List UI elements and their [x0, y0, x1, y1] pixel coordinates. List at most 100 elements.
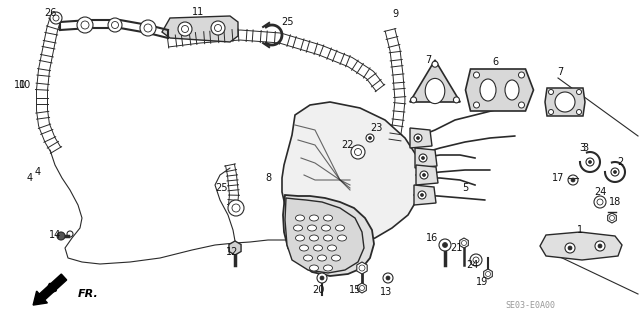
- Text: 4: 4: [35, 167, 41, 177]
- Circle shape: [366, 134, 374, 142]
- Circle shape: [548, 90, 554, 94]
- Polygon shape: [465, 69, 534, 111]
- Text: 20: 20: [312, 285, 324, 295]
- Circle shape: [577, 109, 582, 115]
- Polygon shape: [285, 198, 364, 273]
- Circle shape: [418, 191, 426, 199]
- Text: 5: 5: [462, 183, 468, 193]
- Ellipse shape: [314, 245, 323, 251]
- Circle shape: [317, 273, 327, 283]
- Circle shape: [518, 102, 525, 108]
- Polygon shape: [283, 195, 374, 276]
- Circle shape: [422, 174, 426, 176]
- Text: 23: 23: [370, 123, 382, 133]
- Text: 18: 18: [609, 197, 621, 207]
- Ellipse shape: [310, 265, 319, 271]
- Text: 3: 3: [582, 143, 588, 153]
- Circle shape: [57, 232, 65, 240]
- Ellipse shape: [337, 235, 346, 241]
- Text: 7: 7: [425, 55, 431, 65]
- Polygon shape: [540, 232, 622, 260]
- Ellipse shape: [303, 255, 312, 261]
- Circle shape: [108, 18, 122, 32]
- Polygon shape: [410, 60, 460, 102]
- Circle shape: [611, 168, 619, 176]
- Ellipse shape: [296, 215, 305, 221]
- Text: 9: 9: [392, 9, 398, 19]
- Circle shape: [140, 20, 156, 36]
- Text: 25: 25: [216, 183, 228, 193]
- Ellipse shape: [307, 225, 317, 231]
- Ellipse shape: [317, 255, 326, 261]
- Circle shape: [419, 154, 427, 162]
- Text: SE03-E0A00: SE03-E0A00: [505, 301, 555, 310]
- FancyArrow shape: [33, 274, 67, 305]
- Circle shape: [320, 276, 324, 280]
- Circle shape: [589, 160, 591, 164]
- Circle shape: [417, 137, 419, 139]
- Polygon shape: [460, 238, 468, 248]
- Text: 14: 14: [49, 230, 61, 240]
- Circle shape: [568, 175, 578, 185]
- Text: 13: 13: [380, 287, 392, 297]
- Ellipse shape: [323, 235, 333, 241]
- Ellipse shape: [425, 78, 445, 104]
- Circle shape: [178, 22, 192, 36]
- Circle shape: [586, 158, 594, 166]
- Text: 6: 6: [492, 57, 498, 67]
- Circle shape: [386, 276, 390, 280]
- Circle shape: [594, 196, 606, 208]
- Ellipse shape: [480, 79, 496, 101]
- Ellipse shape: [296, 235, 305, 241]
- Circle shape: [439, 239, 451, 251]
- Ellipse shape: [294, 225, 303, 231]
- Text: 16: 16: [426, 233, 438, 243]
- Polygon shape: [484, 269, 492, 279]
- Circle shape: [228, 200, 244, 216]
- Polygon shape: [607, 213, 616, 223]
- Circle shape: [474, 102, 479, 108]
- Text: 24: 24: [594, 187, 606, 197]
- Polygon shape: [282, 102, 422, 248]
- Text: FR.: FR.: [78, 289, 99, 299]
- Polygon shape: [162, 16, 238, 42]
- Text: 26: 26: [44, 8, 56, 18]
- Text: 24: 24: [466, 260, 478, 270]
- Circle shape: [414, 134, 422, 142]
- Polygon shape: [358, 283, 366, 293]
- Text: 12: 12: [226, 247, 238, 257]
- Polygon shape: [229, 241, 241, 255]
- Text: 3: 3: [579, 143, 585, 153]
- Ellipse shape: [323, 215, 333, 221]
- Circle shape: [598, 244, 602, 248]
- Circle shape: [518, 72, 525, 78]
- Ellipse shape: [300, 245, 308, 251]
- Circle shape: [614, 170, 616, 174]
- Text: 2: 2: [617, 157, 623, 167]
- Ellipse shape: [323, 265, 333, 271]
- Polygon shape: [414, 185, 436, 205]
- Circle shape: [420, 194, 424, 197]
- Ellipse shape: [332, 255, 340, 261]
- Text: 21: 21: [450, 243, 462, 253]
- Ellipse shape: [310, 215, 319, 221]
- Text: 10: 10: [14, 80, 26, 90]
- Circle shape: [369, 137, 371, 139]
- Text: 7: 7: [557, 67, 563, 77]
- Circle shape: [565, 243, 575, 253]
- Circle shape: [577, 90, 582, 94]
- Circle shape: [422, 157, 424, 160]
- Circle shape: [442, 242, 447, 248]
- Circle shape: [470, 254, 482, 266]
- Circle shape: [351, 145, 365, 159]
- Circle shape: [548, 109, 554, 115]
- Ellipse shape: [328, 245, 337, 251]
- Polygon shape: [357, 262, 367, 274]
- Text: 22: 22: [342, 140, 355, 150]
- Circle shape: [77, 17, 93, 33]
- Text: 15: 15: [349, 285, 361, 295]
- Ellipse shape: [555, 92, 575, 112]
- Circle shape: [411, 97, 417, 103]
- Ellipse shape: [505, 80, 519, 100]
- Circle shape: [474, 72, 479, 78]
